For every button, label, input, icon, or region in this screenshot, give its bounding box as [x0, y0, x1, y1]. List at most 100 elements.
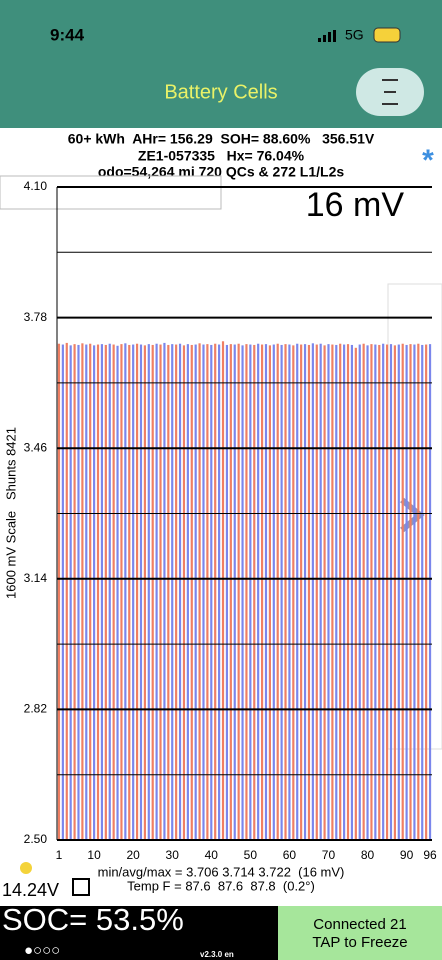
bar: [292, 345, 295, 840]
bar: [288, 344, 291, 840]
bar: [186, 344, 189, 840]
bar: [417, 343, 420, 840]
bar: [350, 344, 354, 840]
x-tick-label: 20: [126, 848, 140, 862]
page-dots: ●○○○: [24, 942, 60, 959]
bar: [112, 344, 115, 840]
bar: [202, 344, 205, 840]
bar: [331, 344, 334, 840]
bar: [409, 344, 412, 840]
bar: [155, 343, 158, 840]
status-time: 9:44: [50, 25, 85, 44]
bar: [221, 341, 225, 840]
summary-line: ZE1-057335 Hx= 76.04%: [138, 148, 305, 164]
menu-button[interactable]: [356, 68, 424, 116]
bar: [253, 344, 256, 840]
bar: [276, 343, 279, 840]
bar: [171, 344, 174, 840]
bar: [61, 344, 64, 840]
bar: [159, 344, 162, 840]
y-tick-label: 3.46: [24, 440, 48, 454]
y-axis-title: 1600 mV Scale Shunts 8421: [3, 427, 18, 599]
y-tick-label: 2.82: [24, 702, 48, 716]
bar: [319, 343, 322, 840]
bar: [264, 344, 268, 840]
bar: [128, 344, 131, 840]
summary-line: 60+ kWh AHr= 156.29 SOH= 88.60% 356.51V: [68, 131, 375, 147]
bar: [57, 343, 61, 840]
x-tick-label: 60: [283, 848, 297, 862]
bar: [315, 344, 318, 840]
temp-line: Temp F = 87.6 87.6 87.8 (0.2°): [127, 878, 315, 893]
bar: [397, 344, 400, 840]
next-arrow[interactable]: [400, 497, 425, 533]
bar: [339, 343, 342, 840]
bar: [245, 344, 248, 840]
x-tick-label: 80: [361, 848, 375, 862]
bar: [151, 344, 154, 840]
bar: [89, 343, 92, 840]
calendar-icon[interactable]: [72, 878, 90, 896]
bar: [284, 344, 287, 840]
bar: [206, 344, 209, 840]
bar: [303, 344, 307, 840]
bar: [167, 344, 170, 840]
bar: [401, 343, 404, 840]
scale-label: 16 mV: [306, 186, 405, 224]
stats-line: min/avg/max = 3.706 3.714 3.722 (16 mV): [98, 864, 345, 879]
x-tick-label: 96: [423, 848, 437, 862]
x-tick-label: 10: [87, 848, 101, 862]
bar: [428, 344, 432, 840]
bar: [296, 343, 299, 840]
bar: [69, 345, 72, 840]
bar: [143, 345, 146, 840]
bar: [389, 344, 393, 840]
bar: [233, 344, 236, 840]
bar: [93, 345, 96, 840]
bulb-icon[interactable]: [20, 862, 32, 874]
bar: [370, 344, 373, 840]
bar: [343, 344, 346, 840]
bar: [163, 342, 166, 840]
bar: [194, 344, 197, 840]
bar: [237, 343, 240, 840]
bar: [132, 344, 135, 840]
bar: [108, 343, 111, 840]
bar: [139, 344, 143, 840]
bar: [374, 344, 377, 840]
bar: [382, 343, 385, 840]
x-tick-label: 50: [244, 848, 258, 862]
y-tick-label: 4.10: [24, 179, 48, 193]
bar: [96, 344, 100, 840]
bar: [327, 344, 330, 840]
x-tick-label: 30: [166, 848, 180, 862]
soc-label: SOC= 53.5%: [2, 902, 184, 937]
bar: [268, 345, 271, 840]
bar: [260, 344, 264, 840]
bar: [378, 344, 381, 840]
header-title: Battery Cells: [164, 81, 277, 103]
bar: [366, 345, 369, 840]
bar: [346, 344, 350, 840]
bar: [81, 343, 84, 840]
battery-icon: [373, 27, 401, 43]
bar: [182, 345, 186, 840]
bar: [323, 345, 326, 840]
bar: [425, 344, 428, 840]
bar: [147, 344, 150, 840]
bar: [116, 345, 119, 840]
x-tick-label: 70: [322, 848, 336, 862]
freeze-button[interactable]: Connected 21 TAP to Freeze: [278, 906, 442, 960]
bar: [85, 344, 88, 840]
star-icon[interactable]: *: [422, 144, 434, 177]
x-tick-label: 40: [205, 848, 219, 862]
bar: [311, 343, 314, 840]
bar: [225, 344, 229, 840]
bar: [135, 343, 139, 840]
y-tick-label: 3.14: [24, 571, 48, 585]
bar: [73, 344, 76, 840]
bar: [120, 344, 123, 840]
y-tick-label: 2.50: [24, 832, 48, 846]
bar: [362, 343, 365, 840]
